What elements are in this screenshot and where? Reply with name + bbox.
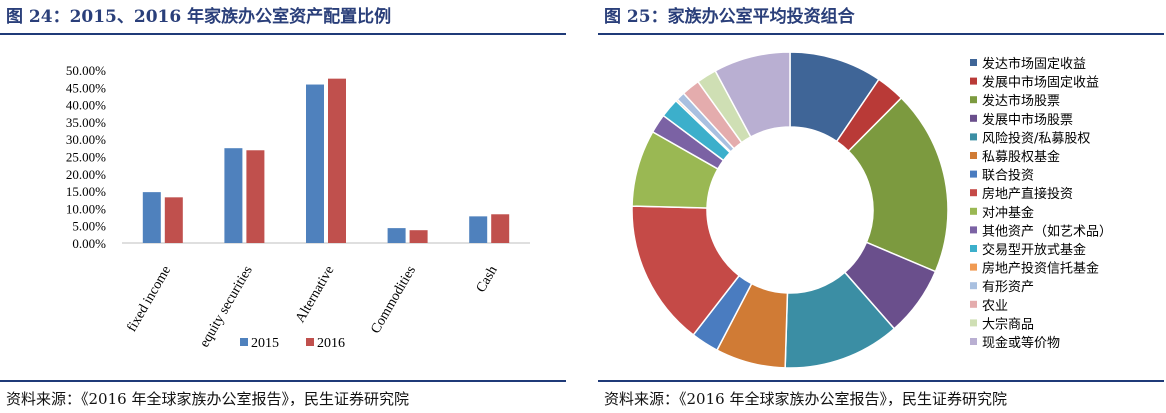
- y-tick-label: 15.00%: [66, 184, 106, 199]
- legend-swatch: [970, 245, 977, 252]
- legend-swatch: [970, 282, 977, 290]
- bar-chart: 0.00% 5.00% 10.00% 15.00% 20.00% 25.00% 30.00%…: [66, 63, 530, 351]
- legend-swatch: [240, 338, 248, 346]
- legend-label: 其他资产（如艺术品）: [982, 223, 1112, 239]
- legend-swatch: [970, 152, 977, 159]
- legend-label: 发达市场固定收益: [982, 56, 1086, 72]
- left-chart-panel: 图 24：2015、2016 年家族办公室资产配置比例 0.00% 5.00% 10…: [0, 0, 568, 413]
- legend-label: 房地产直接投资: [982, 186, 1073, 202]
- bar-2016: [409, 230, 428, 243]
- bar-2015: [469, 216, 488, 243]
- legend-label: 风险投资/私募股权: [982, 130, 1090, 146]
- legend-label: 发展中市场股票: [982, 112, 1073, 128]
- bar-2015: [387, 228, 406, 243]
- category-label: Cash: [474, 264, 501, 296]
- bar-2015: [142, 192, 161, 243]
- legend-label: 发展中市场固定收益: [982, 75, 1099, 91]
- legend-label: 对冲基金: [982, 205, 1034, 221]
- legend-label: 2015: [251, 336, 279, 351]
- legend-label: 农业: [982, 299, 1008, 314]
- legend-swatch: [970, 133, 977, 141]
- donut-chart: 发达市场固定收益发展中市场固定收益发达市场股票发展中市场股票风险投资/私募股权私…: [631, 51, 1112, 369]
- y-tick-label: 25.00%: [66, 150, 106, 165]
- y-tick-label: 40.00%: [66, 98, 106, 113]
- legend-label: 2016: [317, 336, 345, 351]
- legend-label: 私募股权基金: [982, 149, 1060, 165]
- bar-2015: [306, 84, 324, 243]
- bar-2016: [328, 78, 346, 244]
- left-top-rule: [0, 33, 566, 35]
- legend-swatch: [970, 96, 977, 104]
- bar-2016: [491, 214, 510, 243]
- legend-label: 发达市场股票: [982, 93, 1060, 109]
- category-label: fixed income: [125, 264, 175, 335]
- category-label: Alternative: [293, 264, 337, 326]
- y-tick-label: 50.00%: [66, 63, 106, 78]
- left-source-note: 资料来源：《2016 年全球家族办公室报告》，民生证券研究院: [6, 390, 409, 408]
- legend-label: 有形资产: [982, 280, 1034, 295]
- donut-slice: [714, 51, 791, 138]
- y-tick-label: 20.00%: [66, 167, 106, 182]
- y-tick-label: 35.00%: [66, 115, 106, 130]
- y-tick-label: 30.00%: [66, 132, 106, 147]
- legend-swatch: [970, 114, 977, 122]
- legend-swatch: [970, 59, 977, 66]
- right-figure-title: 图 25：家族办公室平均投资组合: [604, 7, 855, 27]
- left-bottom-rule: [0, 380, 566, 382]
- y-tick-label: 10.00%: [66, 201, 106, 216]
- category-label: equity securities: [197, 264, 256, 351]
- bar-2016: [164, 197, 183, 243]
- category-label: Commodities: [368, 264, 419, 337]
- legend-swatch: [970, 338, 977, 345]
- legend-swatch: [970, 207, 977, 215]
- legend-swatch: [970, 170, 977, 178]
- legend-label: 房地产投资信托基金: [982, 261, 1099, 277]
- legend-swatch: [306, 338, 314, 346]
- legend-swatch: [970, 77, 977, 85]
- right-bottom-rule: [598, 380, 1164, 382]
- legend-label: 联合投资: [982, 168, 1034, 184]
- bar-2015: [224, 148, 243, 243]
- legend-label: 大宗商品: [982, 316, 1034, 332]
- donut-slice: [847, 96, 949, 273]
- right-chart-panel: 图 25：家族办公室平均投资组合 发达市场固定收益 发展中市场固定收益 发达市场股票…: [598, 0, 1166, 413]
- legend-swatch: [970, 300, 977, 308]
- legend-label: 交易型开放式基金: [982, 242, 1086, 258]
- y-tick-label: 45.00%: [66, 80, 106, 95]
- bar-2016: [246, 150, 265, 243]
- legend-swatch: [970, 226, 977, 234]
- legend-label: 现金或等价物: [982, 335, 1060, 351]
- y-tick-label: 0.00%: [72, 236, 106, 251]
- legend-swatch: [970, 189, 977, 197]
- right-top-rule: [598, 33, 1164, 35]
- legend-swatch: [970, 319, 977, 327]
- right-source-note: 资料来源：《2016 年全球家族办公室报告》，民生证券研究院: [604, 390, 1007, 408]
- legend-swatch: [970, 263, 977, 271]
- left-figure-title: 图 24：2015、2016 年家族办公室资产配置比例: [6, 7, 392, 27]
- y-tick-label: 5.00%: [72, 219, 106, 234]
